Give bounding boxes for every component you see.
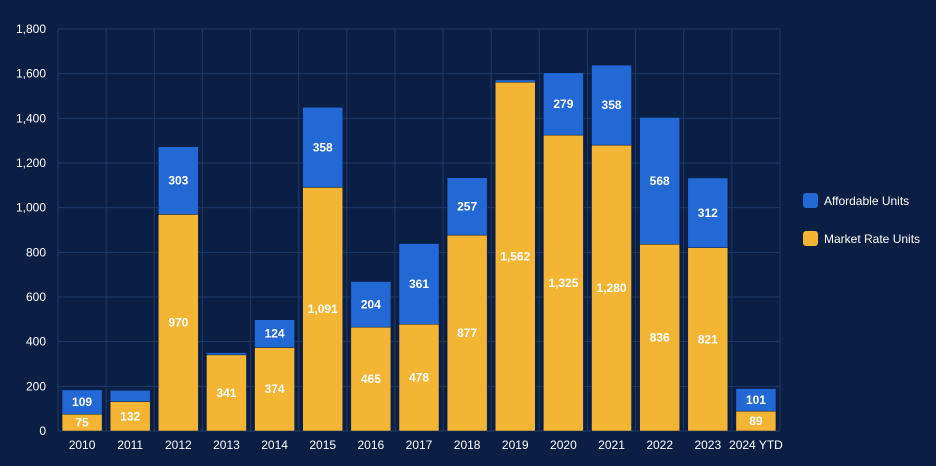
bar-affordable-9[interactable] bbox=[495, 79, 536, 83]
bar-affordable-4[interactable] bbox=[254, 319, 295, 348]
x-tick-label: 2022 bbox=[646, 438, 673, 452]
bar-affordable-7[interactable] bbox=[398, 243, 440, 325]
y-tick-label: 1,400 bbox=[16, 111, 46, 125]
y-tick-label: 1,200 bbox=[16, 156, 46, 170]
y-tick-label: 800 bbox=[26, 245, 46, 259]
bar-market-rate-3[interactable] bbox=[206, 354, 247, 432]
legend-label-market-rate-units[interactable]: Market Rate Units bbox=[824, 232, 920, 246]
data-label-affordable: 361 bbox=[409, 277, 429, 291]
data-label-market-rate: 465 bbox=[361, 372, 381, 386]
bar-market-rate-13[interactable] bbox=[687, 247, 729, 432]
bar-market-rate-8[interactable] bbox=[446, 234, 488, 432]
bar-affordable-10[interactable] bbox=[543, 72, 584, 136]
x-tick-label: 2021 bbox=[598, 438, 625, 452]
bar-market-rate-11[interactable] bbox=[591, 144, 632, 432]
bar-affordable-1[interactable] bbox=[109, 390, 151, 402]
bar-affordable-0[interactable] bbox=[61, 389, 103, 415]
y-tick-label: 200 bbox=[26, 379, 46, 393]
data-label-market-rate: 132 bbox=[120, 409, 140, 423]
bar-market-rate-6[interactable] bbox=[350, 326, 392, 432]
bar-market-rate-1[interactable] bbox=[109, 401, 151, 432]
data-label-affordable: 204 bbox=[361, 297, 381, 311]
legend-label-affordable-units[interactable]: Affordable Units bbox=[824, 194, 909, 208]
x-tick-label: 2016 bbox=[358, 438, 385, 452]
bar-market-rate-7[interactable] bbox=[398, 323, 440, 432]
label-layer: 75 109 132 970 303 341 374 124 1,091 358 465 204 478… bbox=[72, 97, 766, 430]
x-tick-label: 2011 bbox=[117, 438, 143, 452]
legend-swatch-affordable-units[interactable] bbox=[803, 193, 818, 208]
x-tick-label: 2012 bbox=[165, 438, 192, 452]
y-tick-label: 1,000 bbox=[16, 201, 46, 215]
data-label-market-rate: 75 bbox=[75, 416, 89, 430]
bar-market-rate-10[interactable] bbox=[543, 134, 584, 432]
y-tick-label: 1,600 bbox=[16, 67, 46, 81]
bar-affordable-5[interactable] bbox=[302, 107, 343, 188]
bar-affordable-12[interactable] bbox=[639, 117, 680, 245]
x-tick-label: 2014 bbox=[261, 438, 288, 452]
data-label-affordable: 358 bbox=[313, 140, 333, 154]
data-label-market-rate: 374 bbox=[265, 382, 285, 396]
data-label-market-rate: 836 bbox=[650, 331, 670, 345]
x-tick-label: 2013 bbox=[213, 438, 240, 452]
y-tick-label: 0 bbox=[39, 424, 46, 438]
bar-market-rate-4[interactable] bbox=[254, 347, 295, 432]
y-tick-label: 400 bbox=[26, 335, 46, 349]
bar-affordable-14[interactable] bbox=[735, 388, 777, 412]
data-label-market-rate: 821 bbox=[698, 332, 718, 346]
x-tick-label: 2019 bbox=[502, 438, 529, 452]
data-label-affordable: 358 bbox=[602, 98, 622, 112]
bar-market-rate-12[interactable] bbox=[639, 244, 680, 432]
data-label-market-rate: 877 bbox=[457, 326, 477, 340]
x-tick-label: 2024 YTD bbox=[729, 438, 783, 452]
axis-layer: 0 200 400 600 800 1,000 1,200 1,400 1,600 1,800 20… bbox=[16, 22, 783, 452]
data-label-market-rate: 1,091 bbox=[308, 302, 338, 316]
data-label-affordable: 279 bbox=[553, 97, 573, 111]
x-tick-label: 2017 bbox=[406, 438, 433, 452]
bar-affordable-11[interactable] bbox=[591, 64, 632, 146]
data-label-market-rate: 970 bbox=[168, 316, 188, 330]
data-label-affordable: 257 bbox=[457, 199, 477, 213]
data-label-affordable: 568 bbox=[650, 174, 670, 188]
data-label-market-rate: 478 bbox=[409, 371, 429, 385]
bar-layer bbox=[61, 64, 777, 432]
x-tick-label: 2018 bbox=[454, 438, 481, 452]
bar-market-rate-2[interactable] bbox=[158, 214, 199, 432]
bar-affordable-13[interactable] bbox=[687, 177, 729, 248]
x-tick-label: 2010 bbox=[69, 438, 96, 452]
x-tick-label: 2023 bbox=[694, 438, 721, 452]
data-label-affordable: 303 bbox=[168, 174, 188, 188]
bar-affordable-3[interactable] bbox=[206, 352, 247, 356]
bar-affordable-8[interactable] bbox=[446, 177, 488, 236]
data-label-market-rate: 1,280 bbox=[597, 281, 627, 295]
x-tick-label: 2020 bbox=[550, 438, 577, 452]
x-tick-label: 2015 bbox=[309, 438, 336, 452]
bar-market-rate-5[interactable] bbox=[302, 187, 343, 432]
data-label-market-rate: 1,562 bbox=[500, 250, 530, 264]
bar-affordable-2[interactable] bbox=[158, 146, 199, 215]
data-label-market-rate: 341 bbox=[216, 386, 236, 400]
data-label-market-rate: 89 bbox=[749, 414, 763, 428]
bar-affordable-6[interactable] bbox=[350, 281, 392, 328]
data-label-market-rate: 1,325 bbox=[548, 276, 578, 290]
y-tick-label: 600 bbox=[26, 290, 46, 304]
legend-swatch-market-rate-units[interactable] bbox=[803, 231, 818, 246]
bar-market-rate-9[interactable] bbox=[495, 81, 536, 432]
legend: Affordable Units Market Rate Units bbox=[803, 193, 920, 246]
y-tick-label: 1,800 bbox=[16, 22, 46, 36]
data-label-affordable: 109 bbox=[72, 395, 92, 409]
data-label-affordable: 124 bbox=[265, 327, 285, 341]
data-label-affordable: 101 bbox=[746, 393, 766, 407]
data-label-affordable: 312 bbox=[698, 206, 718, 220]
